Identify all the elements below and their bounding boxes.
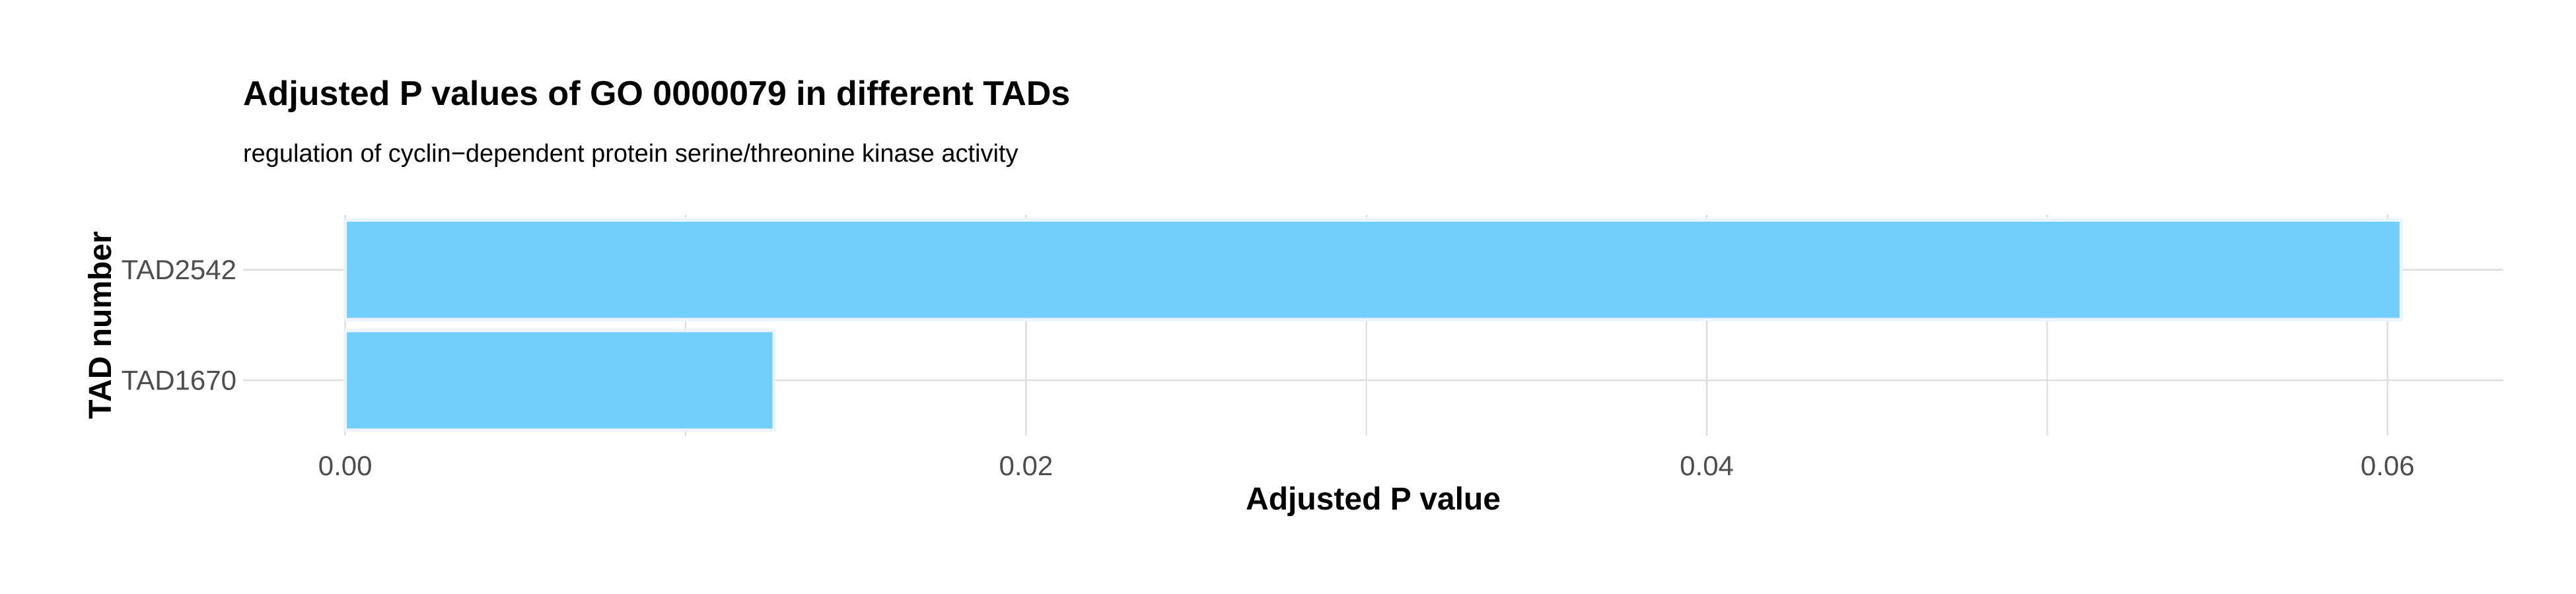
chart-subtitle: regulation of cyclin−dependent protein s… [243,140,1019,168]
bar [343,329,776,432]
y-axis-title: TAD number [83,231,118,418]
bar [343,218,2403,321]
x-tick-label: 0.06 [2361,450,2415,481]
x-axis-title: Adjusted P value [1246,482,1501,517]
x-tick-label: 0.00 [318,450,373,481]
y-tick-label: TAD2542 [122,254,236,285]
x-tick-label: 0.02 [999,450,1053,481]
x-tick-label: 0.04 [1680,450,1734,481]
y-tick-label: TAD1670 [122,364,236,395]
chart-title: Adjusted P values of GO 0000079 in diffe… [243,75,1071,113]
